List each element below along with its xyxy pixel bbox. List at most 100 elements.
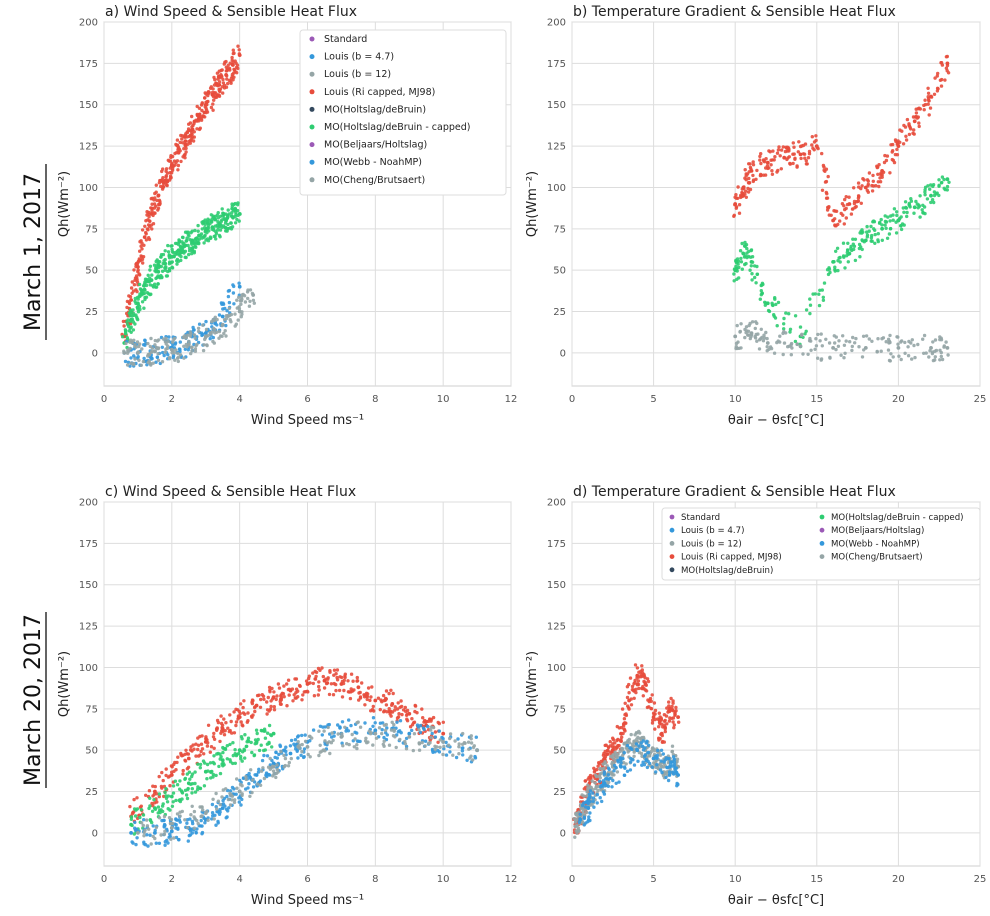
scatter-point (849, 212, 854, 216)
scatter-point (182, 344, 186, 348)
scatter-point (641, 694, 645, 698)
scatter-point (672, 763, 677, 767)
scatter-point (376, 696, 381, 700)
scatter-point (151, 804, 155, 808)
scatter-point (136, 259, 141, 263)
data-point (831, 260, 835, 264)
scatter-point (871, 179, 875, 183)
scatter-point (170, 168, 175, 172)
data-point (224, 218, 229, 223)
scatter-point (128, 804, 132, 809)
y-tick-label: 150 (547, 580, 566, 591)
scatter-point (580, 793, 584, 797)
scatter-point (630, 684, 635, 689)
scatter-point (641, 760, 645, 764)
scatter-point (629, 732, 633, 737)
data-point (183, 243, 188, 248)
scatter-point (317, 684, 321, 689)
scatter-point (933, 338, 938, 342)
scatter-point (190, 252, 194, 256)
scatter-point (582, 816, 587, 821)
scatter-point (611, 745, 615, 749)
scatter-point (157, 841, 162, 845)
scatter-point (184, 793, 189, 797)
scatter-point (177, 838, 181, 842)
scatter-point (323, 749, 327, 753)
scatter-point (200, 830, 205, 835)
scatter-point (387, 743, 392, 747)
scatter-point (913, 355, 917, 360)
scatter-point (404, 736, 409, 741)
scatter-point (775, 324, 779, 328)
scatter-point (187, 249, 192, 253)
scatter-point (299, 753, 303, 757)
data-point (169, 347, 174, 352)
scatter-point (197, 241, 201, 246)
scatter-point (931, 183, 936, 187)
data-point (169, 255, 174, 259)
y-tick-label: 200 (79, 498, 98, 509)
scatter-point (649, 749, 654, 754)
scatter-point (596, 788, 600, 793)
scatter-point (660, 770, 664, 775)
scatter-point (182, 251, 186, 255)
scatter-point (762, 333, 766, 337)
scatter-point (209, 776, 213, 780)
data-point (863, 346, 868, 350)
scatter-point (853, 205, 857, 210)
scatter-point (224, 816, 228, 820)
scatter-point (196, 329, 201, 334)
scatter-point (912, 128, 916, 132)
scatter-point (122, 324, 126, 328)
scatter-point (204, 735, 208, 739)
scatter-point (205, 343, 209, 348)
scatter-point (234, 720, 239, 724)
scatter-point (212, 98, 216, 102)
scatter-point (137, 282, 142, 287)
scatter-point (353, 730, 357, 734)
data-point (863, 238, 868, 243)
scatter-point (171, 355, 175, 360)
scatter-point (835, 246, 840, 250)
scatter-point (663, 771, 667, 775)
scatter-point (194, 344, 198, 348)
scatter-point (159, 255, 163, 259)
scatter-point (300, 698, 304, 702)
scatter-point (209, 332, 213, 336)
scatter-point (208, 236, 213, 240)
scatter-point (914, 199, 918, 204)
scatter-point (267, 723, 272, 728)
scatter-point (640, 664, 644, 668)
scatter-point (918, 215, 922, 219)
scatter-point (776, 148, 781, 152)
scatter-point (441, 720, 445, 724)
scatter-point (131, 362, 136, 367)
scatter-point (791, 152, 795, 156)
y-tick-label: 50 (553, 266, 566, 277)
series-3 (129, 716, 479, 848)
scatter-point (411, 721, 416, 725)
scatter-point (226, 294, 231, 299)
scatter-point (884, 226, 888, 230)
scatter-point (448, 732, 453, 736)
scatter-point (799, 156, 803, 161)
scatter-point (132, 807, 137, 811)
scatter-point (147, 789, 152, 793)
scatter-point (200, 805, 204, 809)
scatter-point (384, 689, 389, 693)
scatter-point (932, 92, 937, 97)
scatter-point (153, 282, 157, 286)
data-point (586, 806, 591, 810)
scatter-point (131, 328, 136, 332)
scatter-point (418, 730, 423, 735)
scatter-point (387, 707, 391, 711)
scatter-point (627, 682, 631, 687)
scatter-point (347, 718, 351, 722)
scatter-point (239, 754, 243, 759)
scatter-point (335, 668, 340, 672)
scatter-point (176, 351, 180, 356)
scatter-point (926, 91, 931, 96)
scatter-point (274, 697, 278, 702)
